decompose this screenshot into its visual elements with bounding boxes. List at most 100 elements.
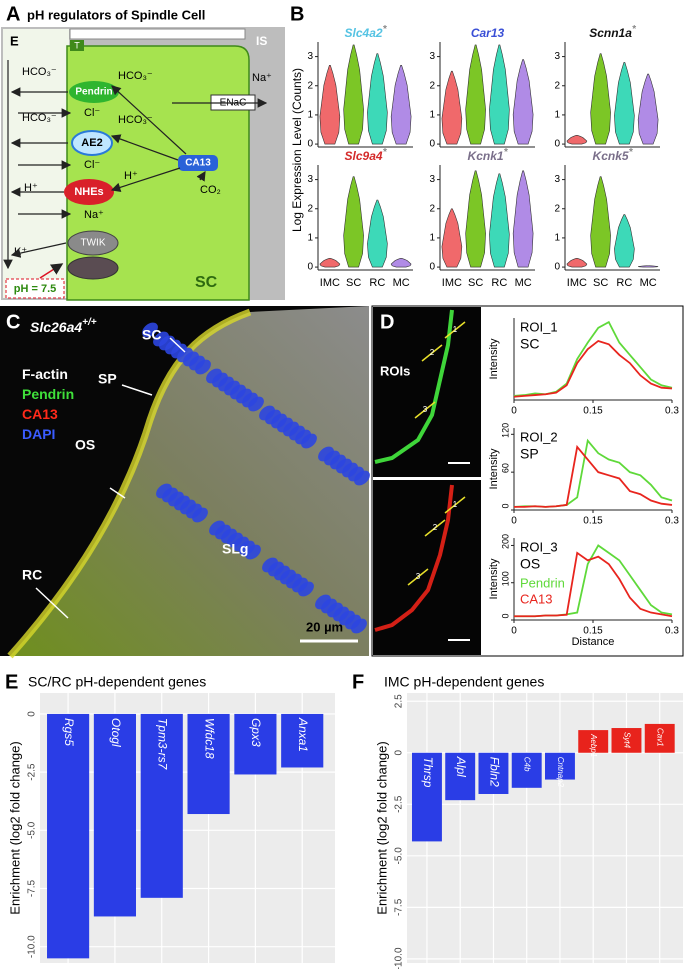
label: TWIK xyxy=(81,238,106,249)
bar-label: Tpm3-rs7 xyxy=(156,718,170,771)
y-tick-label: 200 xyxy=(500,534,510,549)
gene-name: Kcnk5 xyxy=(593,149,629,163)
y-tick-label: 0 xyxy=(27,711,38,717)
roi-trace xyxy=(374,484,454,632)
legend-entry: F-actin xyxy=(22,366,68,382)
bar-label: Anxa1 xyxy=(296,717,310,752)
legend-entry: Pendrin xyxy=(520,575,565,590)
bar-label: C4b xyxy=(523,757,532,772)
micrograph xyxy=(373,480,481,655)
nucleus xyxy=(315,594,331,610)
violin xyxy=(489,44,510,145)
y-tick-label: 3 xyxy=(554,174,560,185)
region-label: OS xyxy=(520,556,540,572)
bar xyxy=(281,713,324,768)
y-tick-label: -10.0 xyxy=(27,935,38,958)
y-tick-label: 3 xyxy=(429,51,435,62)
label: HCO₃⁻ xyxy=(118,70,153,82)
subplot-title: Kcnk1* xyxy=(468,147,509,164)
label: ROIs xyxy=(380,363,410,378)
y-tick-label: 0 xyxy=(307,262,313,273)
diagram-title: pH regulators of Spindle Cell xyxy=(27,7,205,22)
label: IS xyxy=(256,34,267,48)
bar xyxy=(611,728,642,753)
x-tick-label: 0.3 xyxy=(665,516,679,527)
nucleus xyxy=(318,446,334,462)
x-tick-label: MC xyxy=(515,277,532,289)
y-tick-label: -7.5 xyxy=(394,898,405,916)
y-tick-label: 120 xyxy=(500,423,510,438)
label: E xyxy=(10,33,19,48)
violin xyxy=(390,258,412,268)
significance: * xyxy=(504,147,509,158)
bar-label: Otogl xyxy=(109,718,123,747)
y-tick-label: -5.0 xyxy=(27,821,38,839)
violin xyxy=(489,173,510,268)
arrow xyxy=(39,263,64,279)
gene-name: Kcnk1 xyxy=(468,149,504,163)
scale-label: 20 µm xyxy=(306,619,343,634)
legend-entry: CA13 xyxy=(22,406,58,422)
region-label: SC xyxy=(520,336,539,352)
bar xyxy=(411,752,442,842)
x-tick-label: 0.3 xyxy=(665,406,679,417)
bar-label: Aebp1 xyxy=(589,733,598,757)
violin xyxy=(343,176,364,268)
y-tick-label: -2.5 xyxy=(27,763,38,781)
legend-entry: DAPI xyxy=(22,426,55,442)
label: HCO₃⁻ xyxy=(22,112,57,124)
roi-label: ROI_1 xyxy=(520,319,558,334)
label: SLg xyxy=(222,541,248,557)
label: SC xyxy=(142,327,161,343)
transporter xyxy=(69,81,119,103)
violin xyxy=(566,258,588,268)
x-tick-label: IMC xyxy=(320,277,340,289)
line xyxy=(514,444,673,508)
line xyxy=(514,551,673,618)
panel-a: A pH regulators of Spindle Cell T E IS P… xyxy=(1,3,285,301)
bar xyxy=(578,730,609,753)
y-tick-label: 1 xyxy=(307,110,313,121)
x-tick-label: RC xyxy=(491,277,507,289)
gene-name: Car13 xyxy=(471,26,505,40)
subplot-title: Kcnk5* xyxy=(593,147,634,164)
violin xyxy=(614,214,635,268)
gene-name: Slc4a2 xyxy=(345,26,383,40)
y-tick-label: 0 xyxy=(554,262,560,273)
legend: F-actin Pendrin CA13 DAPI xyxy=(22,366,74,442)
label: Cl⁻ xyxy=(84,107,100,119)
y-tick-label: 2 xyxy=(554,80,560,91)
label: Slc26a4 xyxy=(30,319,82,335)
label: T xyxy=(74,40,80,50)
x-tick-label: IMC xyxy=(442,277,462,289)
label: CO₂ xyxy=(200,184,221,196)
y-tick-label: 0 xyxy=(429,262,435,273)
nuclei xyxy=(142,322,370,634)
panel-label: C xyxy=(6,311,20,333)
subplot-title: Slc4a2* xyxy=(345,24,388,41)
label: Na⁺ xyxy=(252,72,272,84)
pointer xyxy=(169,337,186,353)
label: OS xyxy=(75,437,95,453)
y-tick-label: -7.5 xyxy=(27,879,38,897)
violin xyxy=(512,170,534,268)
x-tick-label: MC xyxy=(640,277,657,289)
subplot-title: Car13 xyxy=(471,26,505,40)
roi-label: ROI_2 xyxy=(520,429,558,444)
panel-label: E xyxy=(5,671,18,693)
bar xyxy=(140,713,183,898)
y-tick-label: 2 xyxy=(429,203,435,214)
bar xyxy=(511,752,542,788)
x-tick-label: RC xyxy=(616,277,632,289)
panel-label: A xyxy=(6,3,20,25)
y-tick-label: 60 xyxy=(500,463,510,473)
y-tick-label: 2 xyxy=(554,203,560,214)
y-tick-label: 3 xyxy=(429,174,435,185)
y-tick-label: 0 xyxy=(394,750,405,756)
y-tick-label: 3 xyxy=(307,51,313,62)
violin xyxy=(465,170,486,268)
roi-line xyxy=(444,496,466,514)
label: HCO₃⁻ xyxy=(22,66,57,78)
y-tick-label: -5.0 xyxy=(394,847,405,865)
